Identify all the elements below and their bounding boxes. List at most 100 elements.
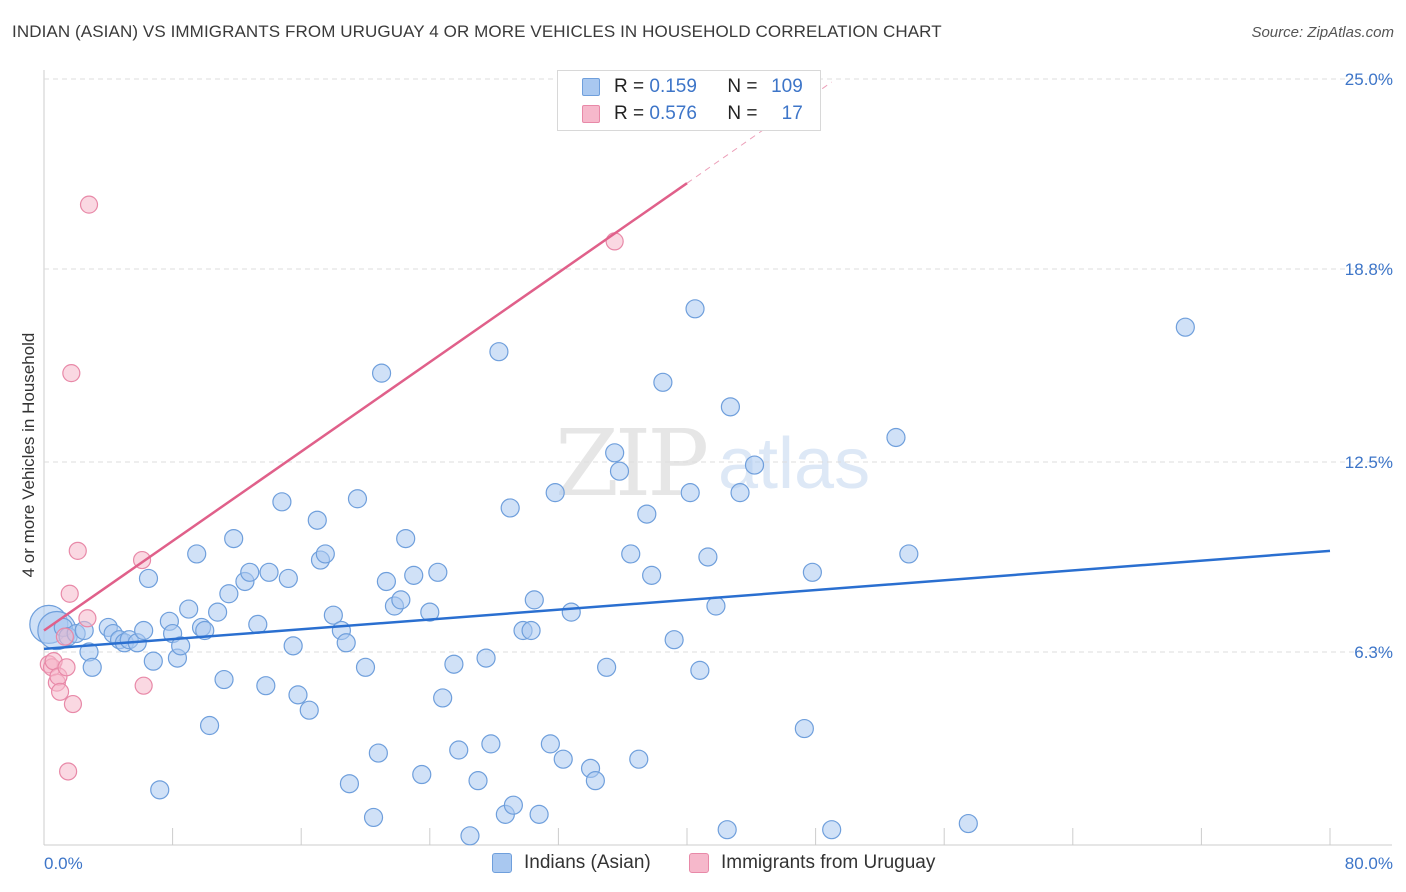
- series-legend-swatch-blue: [492, 853, 512, 873]
- chart-title: INDIAN (ASIAN) VS IMMIGRANTS FROM URUGUA…: [12, 22, 942, 41]
- data-point-indians: [958, 813, 978, 834]
- data-point-indians: [355, 657, 376, 677]
- data-point-indians: [208, 602, 228, 622]
- data-point-indians: [545, 483, 565, 503]
- data-point-indians: [585, 771, 605, 791]
- y-axis-label: 4 or more Vehicles in Household: [19, 333, 38, 578]
- data-point-indians: [664, 630, 684, 650]
- source-credit: Source: ZipAtlas.com: [1251, 24, 1394, 41]
- data-point-indians: [605, 443, 625, 463]
- series-legend-label-uruguay: Immigrants from Uruguay: [721, 852, 936, 873]
- data-point-indians: [224, 528, 244, 549]
- data-point-indians: [214, 669, 234, 690]
- data-point-indians: [259, 562, 279, 582]
- series-legend-label-indians: Indians (Asian): [524, 852, 651, 873]
- data-point-indians: [744, 455, 765, 475]
- series-legend-swatch-pink: [689, 853, 709, 873]
- data-point-indians: [363, 807, 384, 828]
- legend-n-value-pink: 17: [781, 103, 803, 124]
- data-point-indians: [371, 363, 392, 383]
- data-point-uruguay: [134, 676, 153, 695]
- data-point-indians: [444, 654, 464, 674]
- legend-r-value-pink: 0.576: [649, 103, 697, 124]
- data-point-indians: [219, 584, 239, 604]
- data-point-indians: [272, 492, 292, 512]
- data-point-indians: [323, 605, 343, 625]
- data-point-indians: [500, 498, 520, 518]
- data-point-indians: [476, 648, 496, 668]
- legend-r-label: R =: [614, 76, 645, 97]
- data-point-indians: [256, 676, 276, 696]
- data-point-indians: [433, 688, 453, 708]
- data-point-indians: [621, 544, 641, 564]
- data-point-indians: [248, 614, 268, 634]
- data-point-indians: [706, 596, 726, 616]
- data-point-uruguay: [78, 609, 97, 628]
- data-point-uruguay: [79, 195, 99, 214]
- data-point-indians: [685, 299, 705, 319]
- data-point-indians: [553, 749, 573, 769]
- data-point-indians: [138, 568, 159, 589]
- data-point-indians: [540, 734, 560, 754]
- data-point-indians: [283, 636, 303, 656]
- data-point-indians: [717, 820, 737, 840]
- data-point-indians: [822, 820, 842, 840]
- data-point-indians: [150, 780, 170, 800]
- data-point-indians: [278, 568, 298, 589]
- data-point-indians: [680, 483, 700, 503]
- data-point-indians: [299, 700, 319, 720]
- data-point-indians: [347, 489, 368, 509]
- series-immigrants-uruguay: [39, 195, 624, 781]
- series-legend-indians[interactable]: Indians (Asian): [492, 852, 651, 874]
- data-point-indians: [698, 547, 718, 567]
- x-tick-label-min: 0.0%: [44, 854, 83, 873]
- data-point-indians: [642, 565, 662, 585]
- data-point-indians: [899, 544, 919, 564]
- legend-swatch-blue: [582, 78, 600, 96]
- data-point-uruguay: [60, 584, 79, 603]
- data-point-indians: [524, 590, 544, 610]
- data-point-indians: [428, 562, 448, 582]
- trendline-indians: [43, 549, 1331, 651]
- data-point-indians: [187, 544, 207, 564]
- data-point-uruguay: [605, 232, 624, 251]
- legend-swatch-pink: [582, 105, 600, 123]
- data-point-indians: [1175, 317, 1195, 337]
- watermark-zip: ZIP: [555, 410, 706, 517]
- data-point-indians: [460, 826, 480, 846]
- data-point-indians: [609, 461, 630, 481]
- legend-row-uruguay: R = 0.576 N = 17: [582, 102, 803, 126]
- data-point-indians: [339, 774, 360, 794]
- correlation-legend: R = 0.159 N = 109 R = 0.576 N = 17: [557, 70, 821, 131]
- series-legend-uruguay[interactable]: Immigrants from Uruguay: [689, 852, 935, 874]
- data-point-indians: [690, 660, 710, 680]
- data-point-indians: [637, 504, 657, 524]
- series-indians-asian: [29, 299, 1195, 846]
- data-point-indians: [420, 602, 440, 622]
- data-point-uruguay: [57, 658, 76, 677]
- data-point-indians: [597, 657, 617, 677]
- data-point-indians: [521, 620, 541, 641]
- legend-r-value-blue: 0.159: [649, 76, 697, 97]
- data-point-indians: [561, 602, 581, 622]
- x-tick-label-max: 80.0%: [1345, 854, 1393, 873]
- data-point-indians: [307, 510, 327, 530]
- data-point-indians: [886, 427, 906, 448]
- data-point-uruguay: [63, 694, 83, 714]
- data-point-indians: [179, 599, 199, 619]
- data-point-indians: [489, 342, 509, 362]
- data-point-indians: [143, 651, 163, 671]
- data-point-indians: [404, 565, 424, 585]
- legend-n-label: N =: [727, 103, 758, 124]
- y-tick-labels: 6.3% 12.5% 18.8% 25.0%: [1345, 70, 1393, 662]
- data-point-indians: [720, 397, 741, 417]
- data-point-indians: [468, 771, 488, 791]
- x-ticks: [172, 828, 1331, 845]
- data-point-uruguay: [68, 541, 87, 560]
- data-point-indians: [336, 633, 356, 653]
- legend-n-label: N =: [727, 76, 758, 97]
- data-point-indians: [288, 685, 308, 705]
- data-point-indians: [315, 544, 335, 564]
- data-point-uruguay: [62, 364, 81, 383]
